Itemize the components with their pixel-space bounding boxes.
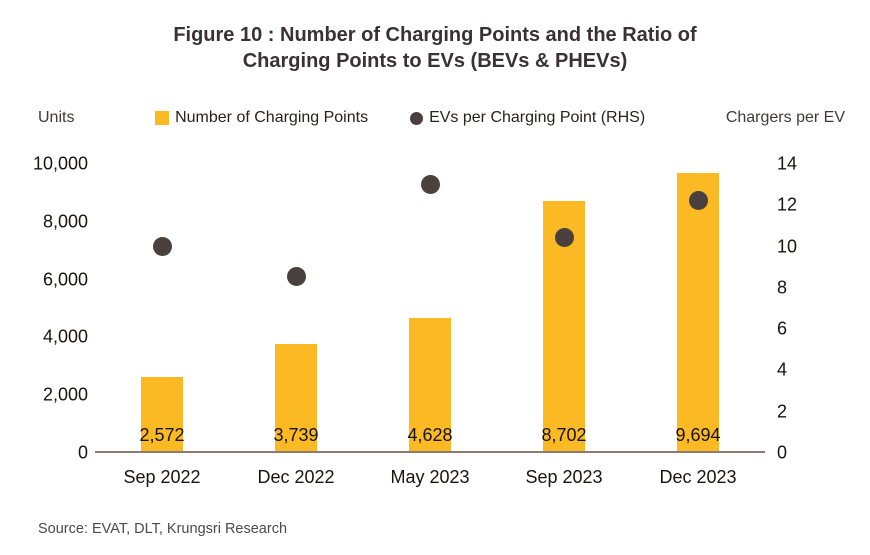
x-axis-label: Sep 2023: [525, 467, 603, 487]
bar-value-label: 8,702: [541, 425, 587, 445]
x-axis-label: May 2023: [390, 467, 470, 487]
bar-dec-2023: [677, 172, 719, 451]
ratio-dot-sep-2023: [554, 228, 574, 248]
legend-label: EVs per Charging Point (RHS): [429, 109, 646, 126]
bar-dec-2022: [275, 343, 317, 451]
x-axis-label: Dec 2023: [659, 467, 737, 487]
x-axis-labels: Sep 2022 Dec 2022 May 2023 Sep 2023 Dec 2023: [95, 467, 765, 488]
legend: Number of Charging Points EVs per Chargi…: [74, 109, 725, 127]
axis-tick-label: 4,000: [42, 326, 88, 347]
axis-tick-label: 4: [777, 359, 788, 380]
axis-tick-label: 2,000: [42, 384, 88, 405]
axis-tick-label: 10,000: [32, 153, 88, 174]
axis-tick-label: 2: [777, 401, 788, 422]
legend-item-charging-points: Number of Charging Points: [155, 109, 368, 127]
axis-tick-label: 6,000: [42, 269, 88, 290]
legend-item-evs-per-point: EVs per Charging Point (RHS): [410, 109, 645, 127]
legend-label: Number of Charging Points: [175, 109, 369, 126]
source-note: Source: EVAT, DLT, Krungsri Research: [38, 521, 288, 537]
axis-tick-label: 10: [777, 236, 798, 257]
right-axis-ticks: 0 2 4 6 8 10 12 14: [777, 154, 827, 463]
bar-value-label: 2,572: [139, 425, 185, 445]
ratio-dot-may-2023: [420, 175, 440, 194]
axis-tick-label: 12: [777, 194, 798, 215]
dot-series-circle-icon: [410, 111, 424, 125]
axis-tick-label: 6: [777, 318, 788, 339]
ratio-dot-dec-2023: [688, 191, 708, 211]
bar-series-square-icon: [155, 111, 170, 125]
x-axis-label: Sep 2022: [123, 467, 201, 487]
chart-title: Figure 10 : Number of Charging Points an…: [173, 24, 697, 72]
legend-row: Units Number of Charging Points EVs per …: [38, 106, 845, 130]
x-axis-label: Dec 2022: [257, 467, 335, 487]
right-axis-unit-label: Chargers per EV: [725, 109, 845, 126]
axis-tick-label: 0: [777, 442, 788, 463]
left-axis-ticks: 0 2,000 4,000 6,000 8,000 10,000: [18, 154, 88, 463]
left-axis-unit-label: Units: [38, 109, 75, 126]
bar-value-label: 4,628: [407, 425, 453, 445]
bar-value-label: 9,694: [675, 425, 721, 445]
ratio-dot-sep-2022: [152, 236, 172, 256]
ratio-dot-dec-2022: [286, 267, 306, 287]
axis-tick-label: 0: [77, 442, 88, 463]
bar-may-2023: [409, 318, 451, 451]
axis-tick-label: 8,000: [42, 211, 88, 232]
bar-value-label: 3,739: [273, 425, 319, 445]
bar-sep-2022: [141, 377, 183, 451]
axis-tick-label: 8: [777, 277, 788, 298]
axis-tick-label: 14: [777, 153, 798, 174]
plot-area: 2,572 3,739 4,628 8,702 9,694: [95, 164, 765, 453]
